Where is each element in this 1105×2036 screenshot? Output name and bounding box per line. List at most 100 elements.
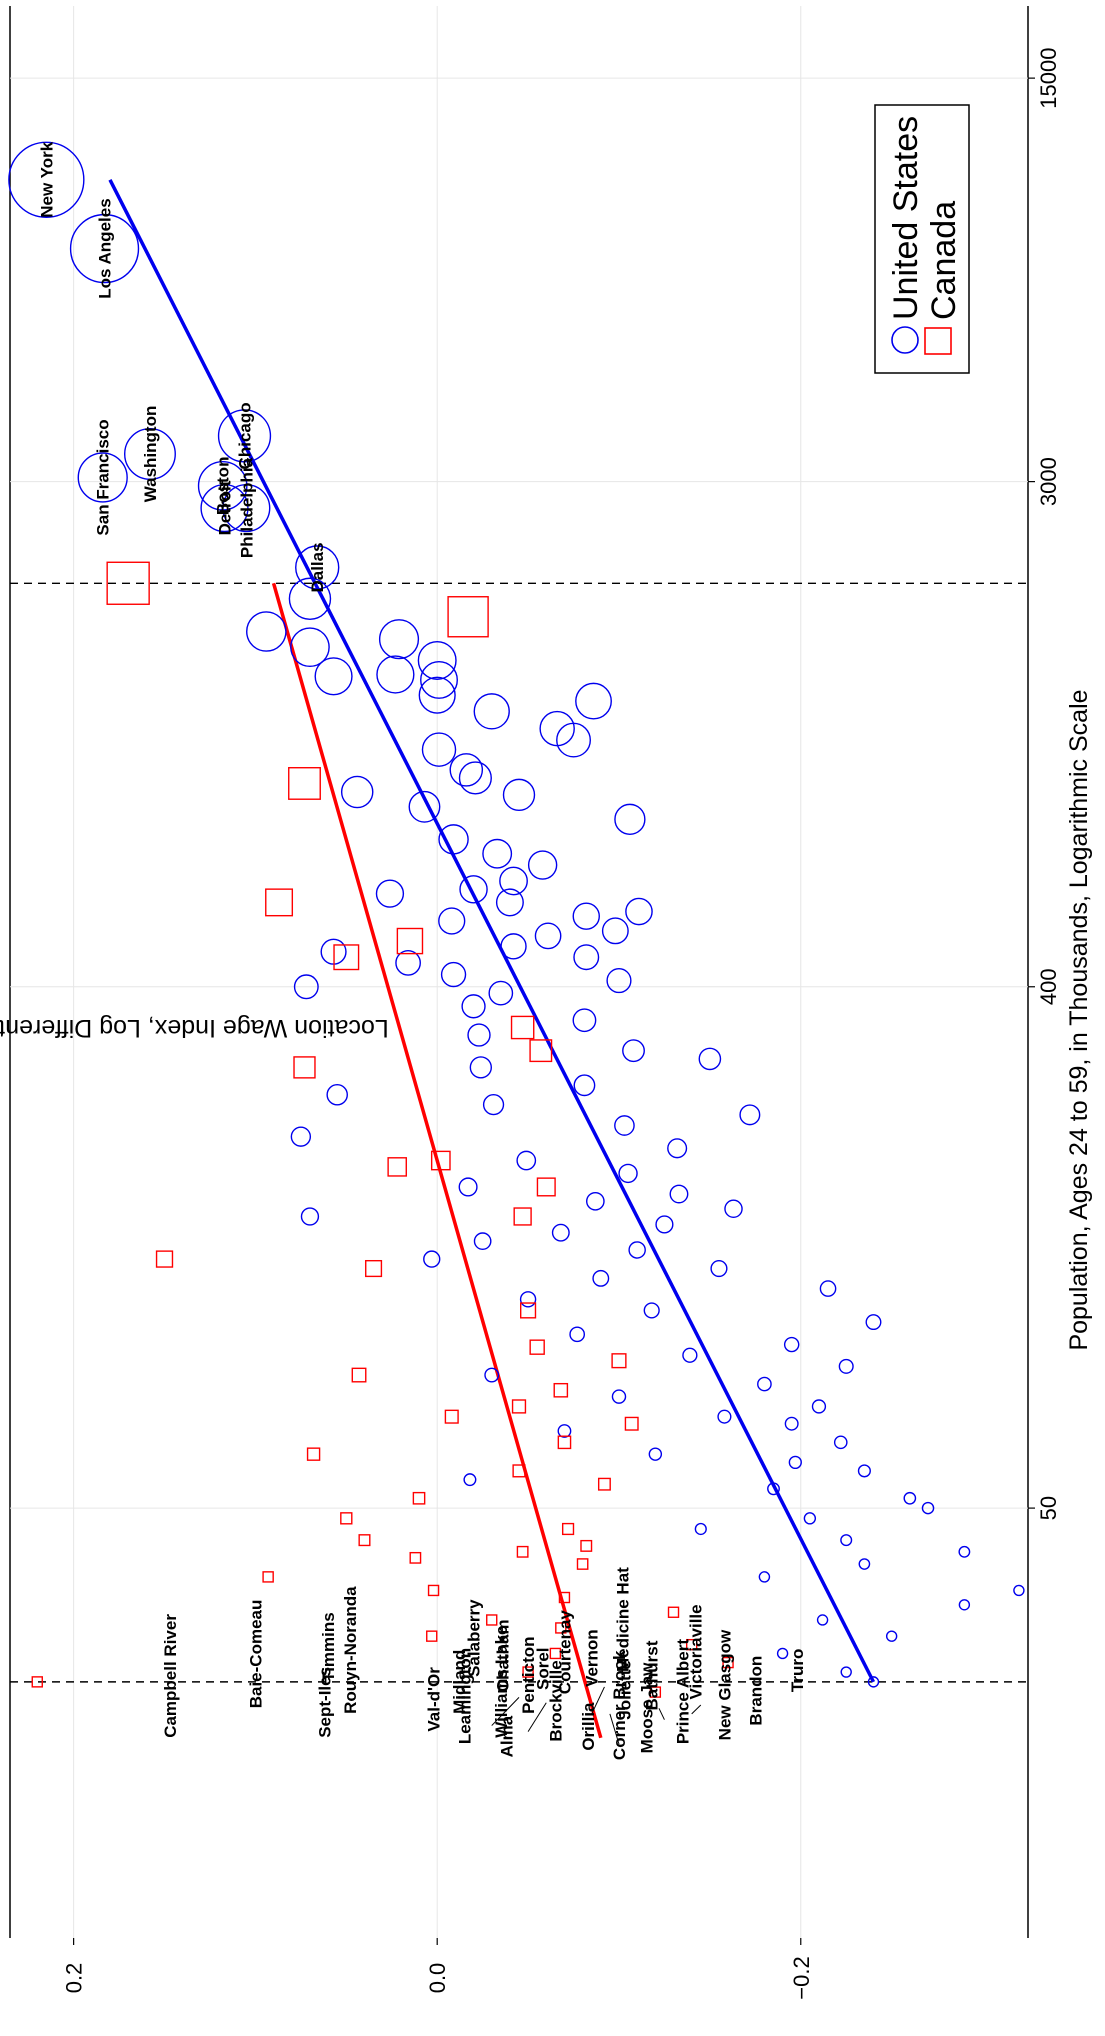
canada-city-point [529,1339,545,1355]
us-city-point [643,1302,660,1319]
canada-city-point [387,1157,407,1177]
canada-city-point [536,1177,556,1197]
canada-city-point [667,1606,680,1618]
city-label: New York [37,141,56,217]
label-leader-lines [491,1686,702,1745]
us-city-point [903,1491,917,1505]
canada-city-point [722,1656,734,1669]
us-city-point [438,824,469,855]
city-label: Orillia [579,1702,598,1751]
us-city-point [556,722,591,758]
city-label: Midland [450,1650,469,1714]
us-city-point [655,1215,674,1234]
fit-lines [108,178,876,1739]
city-label: Medicine Hat [614,1567,633,1672]
us-city-point [819,1280,837,1297]
us-city-point [885,1630,898,1642]
city-label: Salaberry [465,1599,484,1677]
us-city-point [217,409,272,463]
us-city-point [557,1424,572,1438]
us-city-point [857,1464,871,1478]
city-label: Philadelphia [237,457,256,558]
city-label: San Francisco [94,419,113,535]
us-city-point [784,1416,799,1431]
us-city-point [395,949,421,976]
canada-city-point [557,1435,572,1450]
canada-city-point [685,1638,698,1651]
us-city-point [757,1376,772,1392]
canada-city-point [444,1409,459,1424]
city-label: Sorel [534,1647,553,1690]
us-city-point [551,1223,570,1242]
data-points [8,141,1025,1698]
us-city-point [423,1250,441,1268]
us-city-point [246,611,287,652]
us-city-point [8,141,85,218]
x-tick-label: 400 [1036,968,1061,1005]
us-city-point [418,676,456,714]
canada-city-point [597,1477,611,1491]
us-city-point [592,1269,610,1287]
us-city-point [865,1314,882,1331]
label-leader-line [527,1702,547,1732]
canada-city-point [155,1250,174,1268]
us-city-point [838,1358,854,1374]
canada-city-point [576,1558,589,1570]
legend: United States Canada [874,104,970,374]
us-city-point [295,545,340,590]
us-city-point [288,577,332,621]
city-label: Brandon [746,1656,765,1726]
us-city-point [340,775,374,809]
us-city-point [788,1455,802,1470]
fit-line-united-states [108,178,876,1683]
canada-city-point [580,1539,593,1552]
us-city-point [417,640,457,680]
canada-city-point [447,596,489,638]
canada-city-point [553,1382,569,1398]
canada-city-point [288,767,321,800]
us-city-point [833,1435,848,1450]
us-city-point [376,655,415,694]
us-city-point [290,1126,312,1147]
city-label: Washington [141,406,160,503]
canada-city-point [409,1551,422,1564]
city-label: Vernon [583,1629,602,1687]
us-city-point [440,961,467,988]
us-city-point [776,1647,789,1660]
us-city-point [200,483,249,533]
us-city-point [710,1259,728,1278]
label-leader-line [491,1697,520,1726]
us-city-point [569,1326,586,1343]
canada-city-point [624,1416,639,1431]
legend-box [874,104,970,374]
us-city-point [77,452,128,503]
us-city-point [408,790,441,823]
canada-city-point [333,944,360,971]
city-label: Alma [497,1715,516,1757]
us-city-point [601,917,629,945]
canada-city-point [412,1491,426,1505]
us-city-point [516,1150,537,1171]
us-city-point [467,1023,491,1047]
reference-lines [10,582,1028,1683]
city-label: Brockville [546,1660,565,1741]
canada-city-point [106,561,150,605]
canada-city-point [486,1614,498,1626]
canada-city-point [510,1015,535,1040]
canada-city-point [396,927,424,955]
us-city-point [694,1522,707,1536]
us-city-point [573,944,600,971]
canada-city-point [358,1534,371,1547]
city-label: Detroit [216,480,235,535]
canada-city-point [512,1464,526,1478]
city-label: Boston [214,457,233,516]
city-label: Corner Brook [610,1650,629,1760]
canada-city-point [529,1039,553,1063]
us-city-point [572,1008,597,1033]
us-city-point [527,850,558,880]
us-city-point [667,1138,688,1159]
canada-city-point [649,1686,662,1698]
legend-circle-marker [891,326,919,354]
us-city-point [484,1367,500,1383]
us-city-point [420,660,458,699]
